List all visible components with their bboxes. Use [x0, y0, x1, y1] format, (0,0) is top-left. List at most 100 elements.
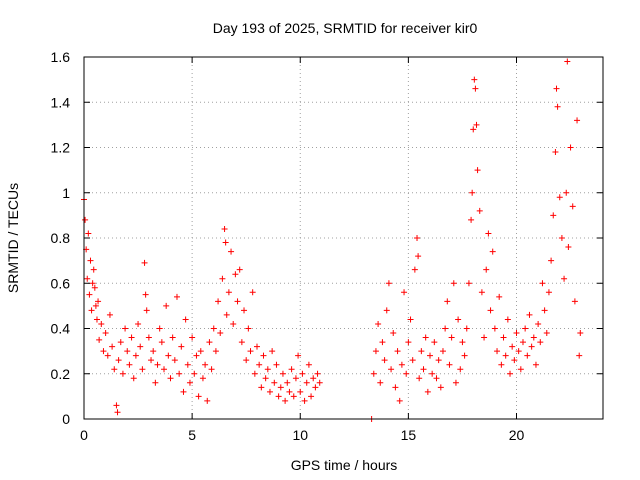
data-point	[571, 298, 578, 305]
data-point	[405, 339, 412, 346]
data-point	[316, 379, 323, 386]
data-point	[561, 275, 568, 282]
x-tick-label: 15	[401, 427, 417, 443]
data-point	[86, 291, 93, 298]
data-point	[126, 361, 133, 368]
data-point	[446, 361, 453, 368]
data-point	[394, 348, 401, 355]
data-point	[119, 370, 126, 377]
data-point	[106, 311, 113, 318]
data-point	[222, 239, 229, 246]
data-point	[113, 402, 120, 409]
data-point	[98, 320, 105, 327]
data-point	[249, 289, 256, 296]
data-point	[414, 235, 421, 241]
y-tick-label: 0.8	[51, 230, 71, 246]
data-point	[528, 343, 535, 350]
data-point	[290, 393, 297, 400]
plot-frame	[83, 56, 604, 420]
data-point	[223, 311, 230, 318]
data-point	[245, 325, 252, 332]
data-point	[254, 343, 260, 350]
data-point	[122, 325, 129, 332]
data-point	[388, 366, 395, 373]
chart-title: Day 193 of 2025, SRMTID for receiver kir…	[213, 20, 478, 36]
data-point	[210, 325, 217, 332]
data-point	[444, 298, 451, 305]
data-point	[437, 384, 444, 391]
data-point	[139, 366, 146, 373]
data-point	[182, 316, 189, 323]
data-point	[88, 307, 95, 314]
data-point	[407, 316, 414, 323]
data-point	[539, 280, 546, 287]
data-point	[204, 397, 211, 404]
x-tick-label: 5	[188, 427, 196, 443]
data-point	[485, 230, 492, 237]
data-point	[152, 379, 159, 386]
data-point	[526, 311, 533, 318]
data-point	[381, 357, 388, 364]
data-point	[297, 388, 304, 395]
data-point	[442, 325, 449, 332]
data-point	[550, 212, 557, 219]
data-point	[225, 289, 232, 296]
data-point	[548, 257, 555, 264]
data-point	[424, 388, 431, 395]
data-point	[154, 361, 161, 368]
data-point	[476, 207, 483, 214]
data-point	[114, 409, 121, 416]
x-tick-label: 0	[80, 427, 88, 443]
data-point	[489, 248, 496, 255]
data-point	[199, 375, 206, 382]
data-point	[448, 334, 455, 341]
data-point	[416, 375, 423, 382]
data-point	[553, 85, 560, 92]
data-point	[390, 330, 397, 337]
data-point	[128, 334, 135, 341]
data-point	[415, 253, 422, 260]
data-point	[89, 280, 96, 287]
data-point	[243, 357, 250, 364]
data-point	[409, 357, 416, 364]
data-point	[310, 375, 317, 382]
data-point	[314, 370, 321, 377]
data-point	[370, 370, 377, 377]
data-point	[266, 388, 273, 395]
data-point	[398, 361, 405, 368]
data-point	[569, 203, 576, 210]
data-point	[422, 334, 429, 341]
x-tick-label: 10	[292, 427, 308, 443]
data-point	[411, 266, 418, 273]
y-tick-label: 0.4	[51, 321, 71, 337]
data-point	[156, 325, 163, 332]
data-point	[277, 384, 284, 391]
data-point	[543, 330, 550, 337]
data-point	[92, 302, 99, 309]
data-point	[450, 280, 457, 287]
data-point	[556, 194, 563, 201]
data-point	[558, 235, 565, 241]
data-point	[135, 320, 142, 327]
data-point	[530, 334, 537, 341]
data-point	[517, 366, 524, 373]
data-point	[301, 397, 308, 404]
data-point	[541, 307, 548, 314]
data-point	[577, 330, 584, 337]
data-point	[537, 339, 544, 346]
data-point	[271, 379, 278, 386]
data-point	[143, 307, 150, 314]
data-point	[532, 361, 539, 368]
data-point	[478, 289, 485, 296]
data-point	[256, 361, 263, 368]
y-tick-label: 1.2	[51, 140, 71, 156]
data-point	[208, 366, 215, 373]
data-point	[236, 266, 243, 273]
data-point	[85, 230, 92, 237]
data-point	[104, 352, 111, 359]
data-point	[221, 225, 228, 232]
data-point	[420, 366, 427, 373]
data-point	[167, 375, 174, 382]
data-point	[93, 316, 100, 323]
data-point	[191, 370, 198, 377]
